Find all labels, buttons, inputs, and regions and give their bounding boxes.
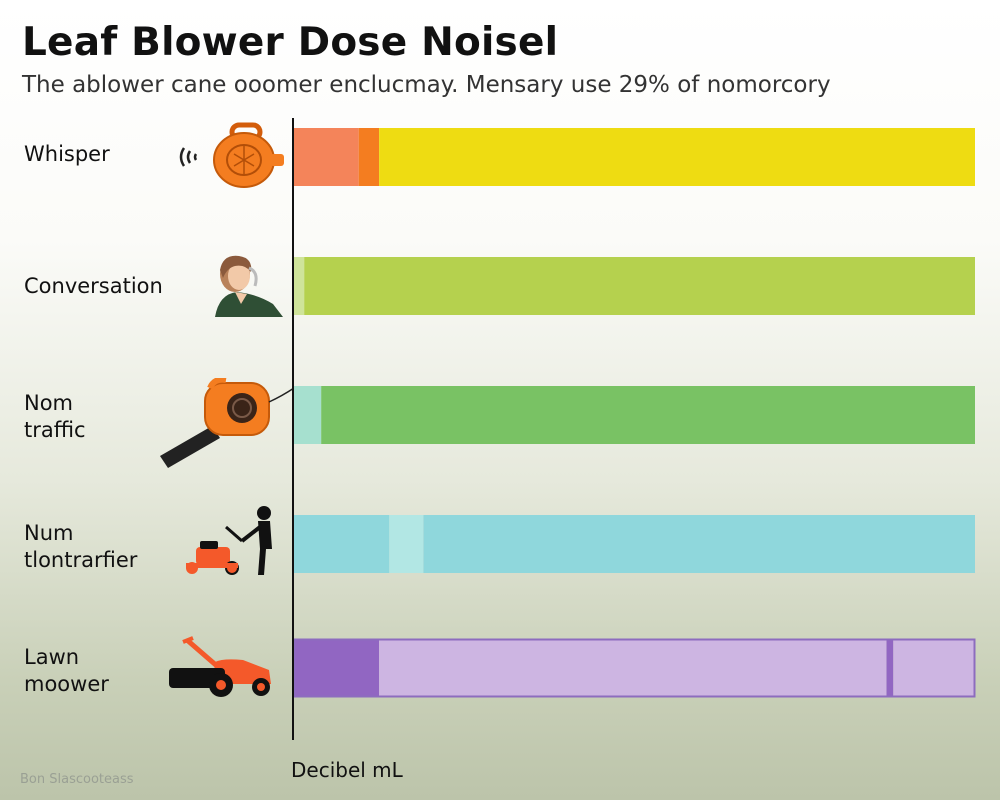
leaf-blower-icon: [160, 378, 295, 468]
bar-segment: [294, 257, 305, 315]
watermark: Bon Slascooteass: [20, 772, 134, 787]
bar-segment: [886, 639, 894, 697]
bar-segment: [389, 515, 424, 573]
category-label-line: Whisper: [24, 142, 110, 166]
bar-outline: [293, 638, 976, 698]
bar-segment: [294, 386, 322, 444]
leaf-blower-icon: [179, 122, 284, 188]
bar-segment: [294, 128, 359, 186]
category-label-line: Num: [24, 521, 74, 545]
category-label-line: Conversation: [24, 274, 163, 298]
bar-segment: [358, 128, 380, 186]
category-label-line: traffic: [24, 418, 86, 442]
bar-segment: [893, 639, 975, 697]
x-axis-label: Decibel mL: [291, 758, 403, 782]
bar-segment: [379, 639, 887, 697]
bar-segment: [294, 515, 390, 573]
category-label-line: Nom: [24, 391, 74, 415]
bar-segment: [304, 257, 975, 315]
category-label: Nom traffic: [24, 390, 86, 444]
bar-segment: [423, 515, 975, 573]
bar-segment: [294, 639, 380, 697]
category-label: Conversation: [24, 273, 163, 300]
person-icon: [215, 255, 283, 317]
category-label: Whisper: [24, 141, 110, 168]
category-label: Num tlontrarfier: [24, 520, 137, 574]
category-label-line: tlontrarfier: [24, 548, 138, 572]
category-label-line: moower: [24, 672, 109, 696]
category-label: Lawn moower: [24, 644, 109, 698]
mower-person-icon: [186, 506, 272, 575]
category-label-line: Lawn: [24, 645, 80, 669]
chart-subtitle: The ablower cane ooomer enclucmay. Mensa…: [22, 72, 831, 98]
lawn-mower-icon: [169, 636, 271, 697]
chart-title: Leaf Blower Dose Noisel: [22, 20, 559, 65]
bar-segment: [321, 386, 975, 444]
bar-segment: [379, 128, 976, 186]
